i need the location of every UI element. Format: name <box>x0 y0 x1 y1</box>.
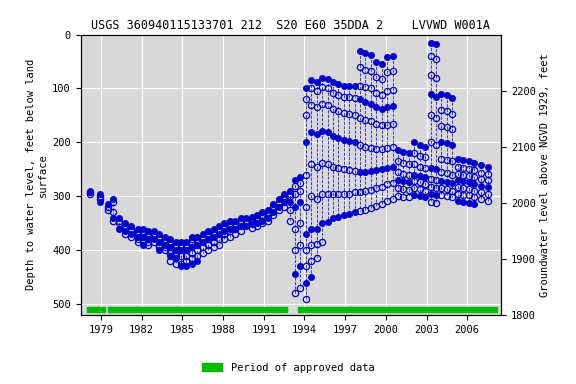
Y-axis label: Groundwater level above NGVD 1929, feet: Groundwater level above NGVD 1929, feet <box>540 53 550 296</box>
Bar <box>298 307 497 312</box>
Title: USGS 360940115133701 212  S20 E60 35DDA 2    LVVWD W001A: USGS 360940115133701 212 S20 E60 35DDA 2… <box>92 19 490 32</box>
Bar <box>88 307 105 312</box>
Bar <box>108 307 287 312</box>
Legend: Period of approved data: Period of approved data <box>198 359 378 377</box>
Y-axis label: Depth to water level, feet below land
surface: Depth to water level, feet below land su… <box>26 59 48 290</box>
